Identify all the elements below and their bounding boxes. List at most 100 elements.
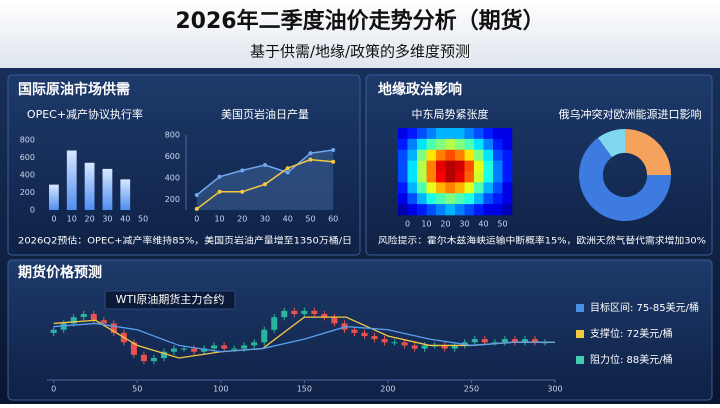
candle-body — [311, 310, 318, 314]
candle-body — [50, 329, 57, 333]
cell — [474, 128, 484, 140]
candle-body — [521, 339, 528, 343]
cell — [398, 193, 408, 205]
x-tick-label: 20 — [84, 215, 94, 224]
cell — [455, 160, 465, 172]
cell — [417, 182, 427, 194]
chart-title: OPEC+减产协议执行率 — [27, 107, 143, 121]
candle-body — [511, 339, 518, 343]
panel-title: 国际原油市场供需 — [18, 81, 130, 98]
candle-body — [451, 345, 458, 349]
cell — [493, 149, 503, 161]
cell — [426, 204, 437, 216]
cell — [407, 160, 418, 172]
cell — [417, 204, 427, 216]
x-tick-label: 250 — [464, 385, 479, 394]
candle-body — [391, 342, 398, 344]
candle-body — [130, 342, 137, 355]
candle-body — [160, 351, 167, 358]
candle-body — [140, 354, 147, 362]
x-tick-label: 0 — [51, 215, 56, 224]
bar — [84, 162, 95, 210]
x-tick-label: 0 — [51, 385, 56, 394]
legend-label: 阻力位: 88美元/桶 — [590, 353, 673, 366]
bar — [120, 179, 131, 210]
cell — [474, 204, 484, 216]
panel — [7, 74, 361, 256]
cell — [426, 160, 437, 172]
y-tick-label: 400 — [20, 171, 35, 180]
y-tick-label: 200 — [20, 188, 35, 197]
cell — [436, 138, 446, 151]
cell — [502, 182, 513, 194]
cell — [398, 160, 408, 172]
point — [240, 168, 245, 173]
slice — [625, 129, 671, 175]
cell — [426, 182, 437, 194]
candle-body — [321, 314, 328, 318]
x-tick-label: 20 — [237, 215, 247, 224]
x-tick-label: 200 — [380, 385, 395, 394]
cell — [445, 160, 456, 172]
cell — [417, 193, 427, 205]
cell — [436, 149, 446, 161]
x-tick-label: 30 — [260, 215, 270, 224]
cell — [502, 149, 513, 161]
cell — [417, 138, 427, 151]
candle-body — [231, 348, 238, 350]
point — [285, 166, 290, 171]
candle-body — [60, 323, 67, 330]
cell — [493, 138, 503, 151]
x-tick-label: 50 — [132, 385, 142, 394]
point — [285, 170, 290, 175]
cell — [455, 149, 465, 161]
cell — [464, 149, 475, 161]
cell — [436, 193, 446, 205]
y-tick-label: 400 — [165, 173, 180, 182]
cell — [455, 193, 465, 205]
y-tick-label: 600 — [20, 153, 35, 162]
cell — [398, 182, 408, 194]
x-tick-label: 30 — [102, 215, 112, 224]
candle-body — [90, 314, 97, 321]
x-tick-label: 100 — [213, 385, 228, 394]
chart-title: 俄乌冲突对欧洲能源进口影响 — [559, 107, 702, 121]
candle-body — [211, 345, 218, 349]
cell — [464, 193, 475, 205]
candle-body — [251, 342, 258, 346]
point — [217, 189, 222, 194]
cell — [455, 182, 465, 194]
panel-title: 地缘政治影响 — [378, 81, 462, 98]
cell — [445, 138, 456, 151]
cell — [407, 128, 418, 140]
candle-body — [70, 317, 77, 324]
point — [217, 174, 222, 179]
cell — [455, 138, 465, 151]
slice — [597, 129, 625, 158]
chart-title: 美国页岩油日产量 — [221, 107, 309, 121]
candle-body — [291, 310, 298, 314]
cell — [407, 182, 418, 194]
point — [308, 157, 313, 162]
x-tick-label: 50 — [305, 215, 315, 224]
candle-body — [281, 310, 288, 318]
x-tick-label: 0 — [194, 215, 199, 224]
cell — [483, 149, 494, 161]
cell — [445, 182, 456, 194]
x-tick-label: 300 — [547, 385, 562, 394]
candle-body — [221, 345, 228, 349]
bar — [49, 184, 59, 210]
point — [194, 206, 199, 211]
cell — [483, 182, 494, 194]
cell — [464, 204, 475, 216]
legend-swatch — [576, 304, 584, 312]
cell — [436, 160, 446, 172]
cell — [502, 138, 513, 151]
x-tick-label: 150 — [297, 385, 312, 394]
cell — [483, 193, 494, 205]
candle-body — [170, 348, 178, 352]
cell — [474, 138, 484, 151]
header-band — [0, 0, 720, 68]
candle-body — [441, 345, 448, 349]
